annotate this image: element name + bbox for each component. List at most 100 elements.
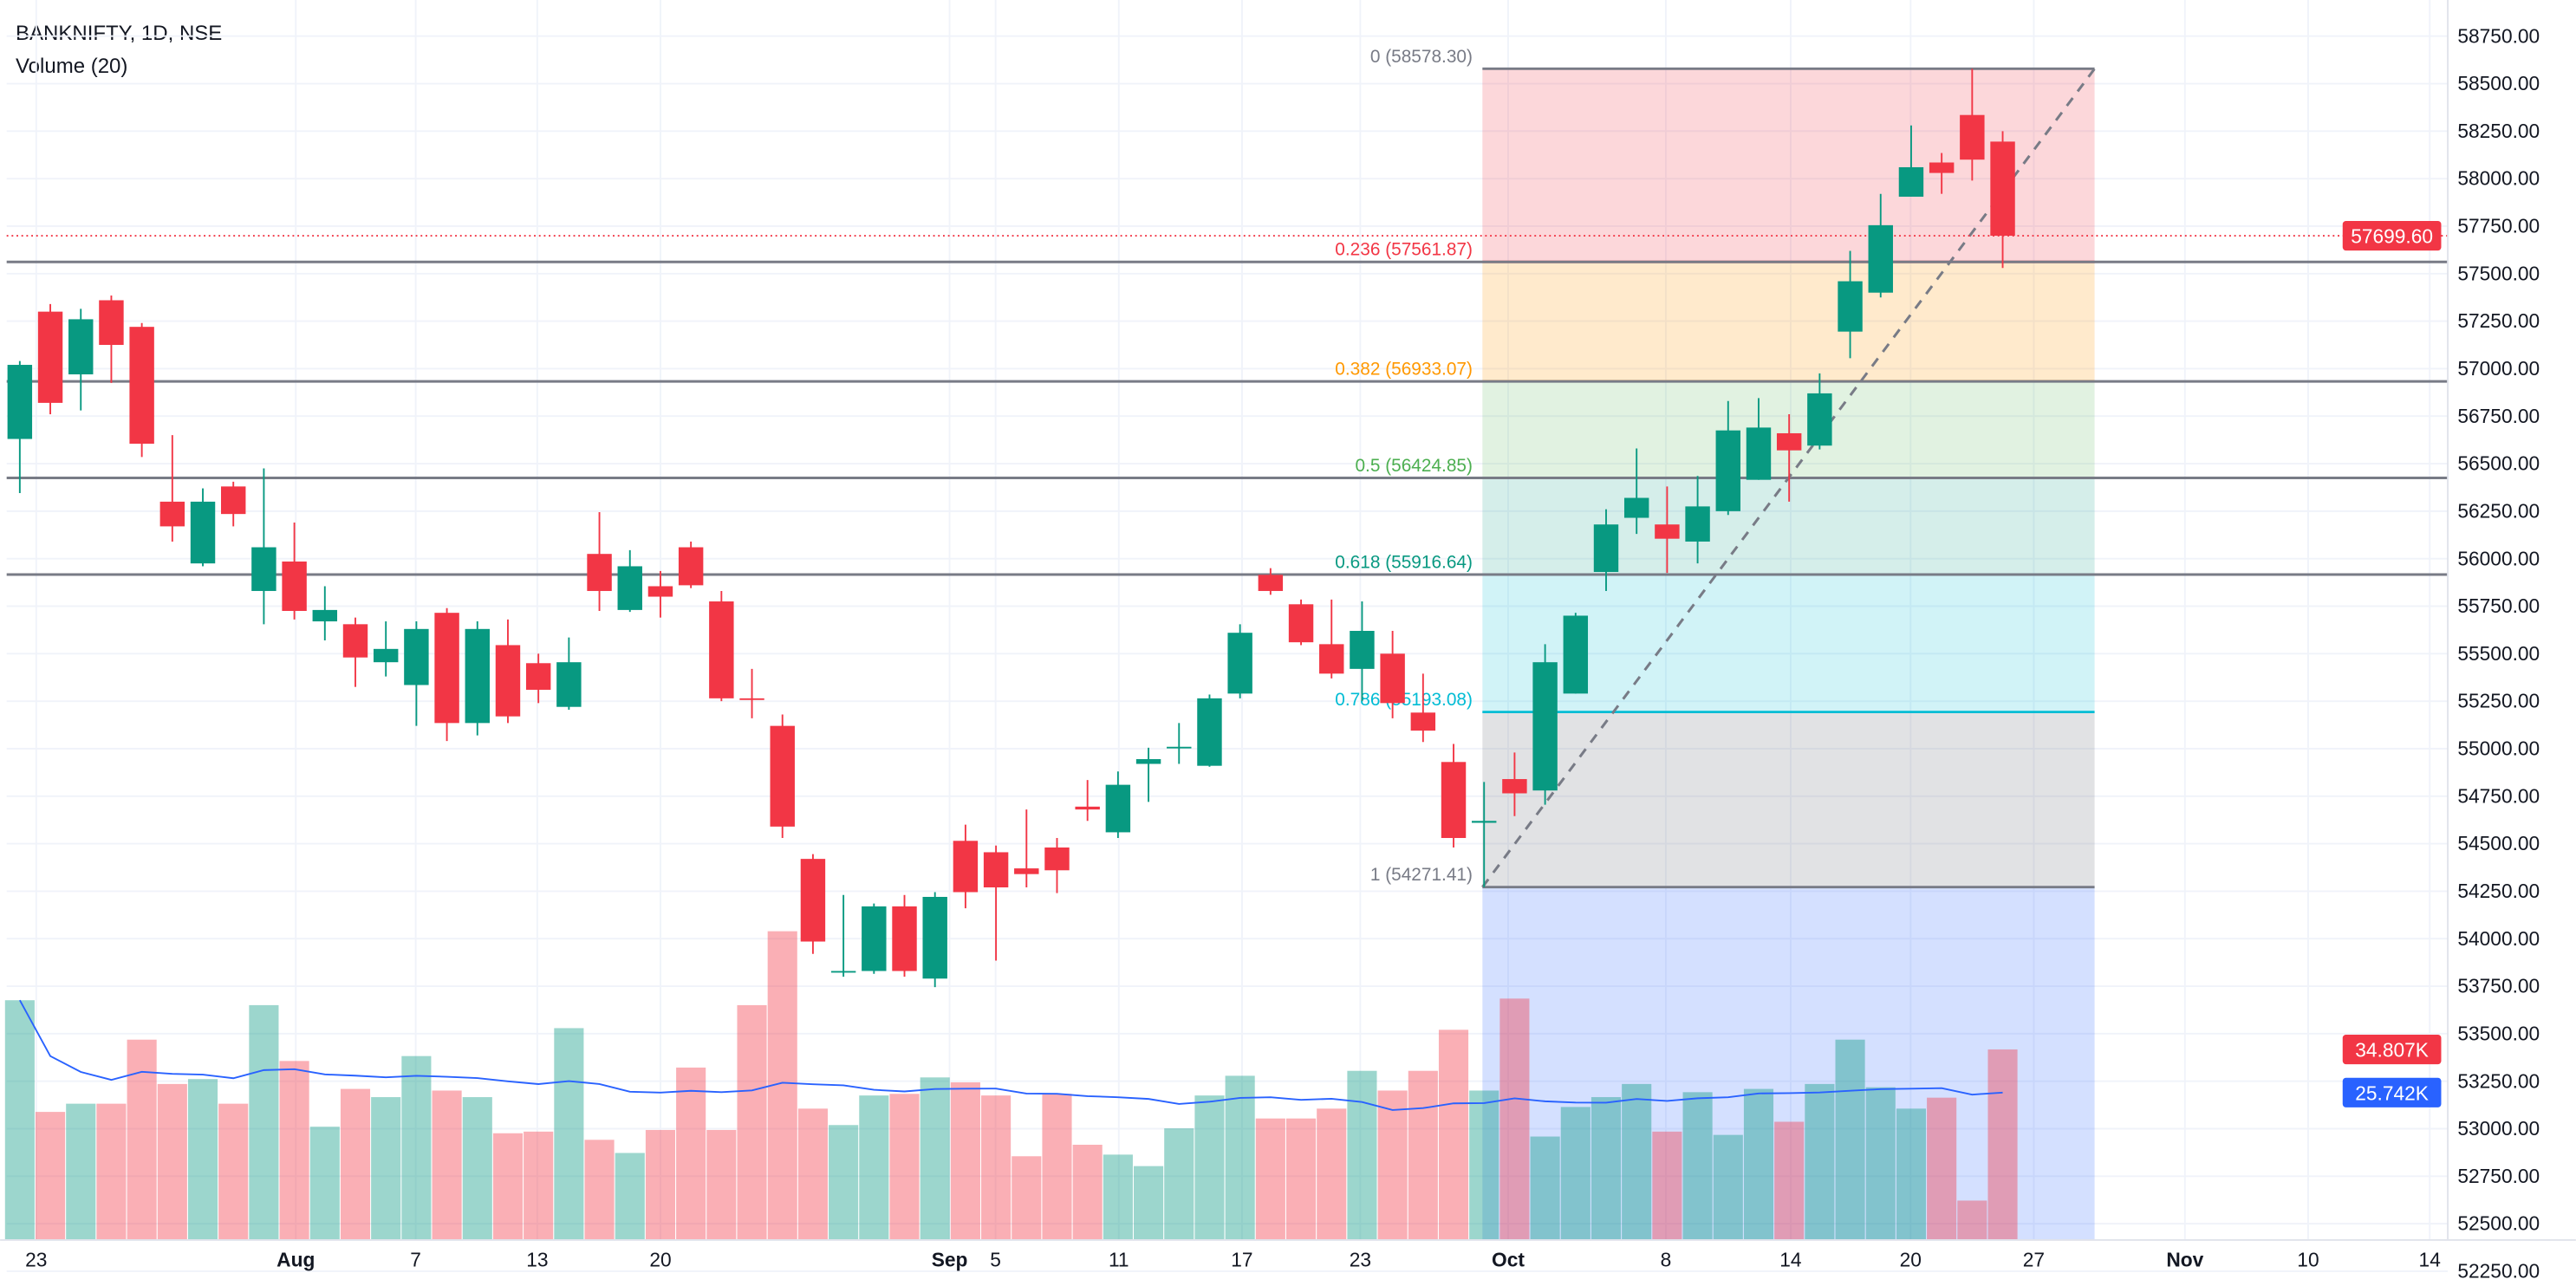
candle-up: [1715, 430, 1740, 511]
candle-up: [465, 628, 490, 724]
candle-down: [1655, 524, 1680, 539]
volume-bar: [1530, 1136, 1560, 1240]
time-tick-label: 5: [990, 1248, 1001, 1270]
time-tick-label: 11: [1109, 1248, 1129, 1270]
time-tick-label: 23: [25, 1248, 47, 1270]
time-axis: 23 Aug 7 13 20 Sep 5 11 17 23 Oct 8 14 20 27 Nov 10 14: [0, 1238, 2576, 1270]
candle-up: [1807, 393, 1832, 446]
volume-bar: [309, 1127, 340, 1240]
volume-bar: [950, 1081, 980, 1240]
candle-up: [190, 501, 216, 564]
volume-bar: [584, 1140, 615, 1240]
volume-bar: [1560, 1107, 1590, 1240]
candle-up: [404, 628, 429, 685]
candle-down: [1776, 432, 1802, 451]
volume-bar: [829, 1125, 859, 1240]
price-badges: 57699.60 34.807K 25.742K: [2342, 220, 2442, 1107]
volume-bar: [676, 1067, 706, 1240]
time-tick-label: 14: [2419, 1248, 2441, 1270]
candle-up: [1350, 631, 1375, 669]
time-tick-label: 10: [2297, 1248, 2319, 1270]
candle-up: [862, 906, 887, 971]
volume-bar: [1103, 1154, 1133, 1240]
volume-bar: [797, 1108, 828, 1240]
time-tick-label: Aug: [276, 1248, 315, 1270]
volume-bar: [279, 1061, 309, 1240]
volume-bar: [157, 1083, 187, 1240]
time-tick-label: 27: [2023, 1248, 2045, 1270]
price-tick-label: 52500.00: [2457, 1212, 2540, 1235]
volume-bar: [1012, 1156, 1042, 1240]
candle-down: [1014, 868, 1039, 874]
price-tick-label: 58500.00: [2457, 72, 2540, 94]
time-tick-label: Oct: [1492, 1248, 1525, 1270]
volume-bar: [1285, 1118, 1317, 1240]
volume-bar: [1865, 1087, 1896, 1240]
volume-bar: [1194, 1095, 1225, 1240]
volume-bar: [1652, 1131, 1682, 1240]
volume-bar: [1805, 1083, 1835, 1240]
price-tick-label: 53000.00: [2457, 1117, 2540, 1140]
candle-up: [1105, 784, 1131, 833]
last-volume-label-bg: [2342, 1034, 2442, 1065]
volume-bar: [1164, 1128, 1194, 1240]
volume-bar: [615, 1153, 645, 1240]
chart-legend: BANKNIFTY, 1D, NSE Volume (20): [16, 17, 222, 83]
fib-level-label-0.618: 0.618 (55916.64): [1335, 552, 1473, 572]
fib-level-label-0.5: 0.5 (56424.85): [1355, 456, 1473, 476]
volume-bar: [1713, 1134, 1743, 1240]
price-tick-label: 55250.00: [2457, 690, 2540, 712]
candle-down: [282, 561, 307, 611]
candle-up: [1685, 506, 1710, 542]
candle-up: [7, 365, 33, 439]
candle-down: [129, 327, 154, 445]
time-tick-label: Nov: [2166, 1248, 2203, 1270]
price-tick-label: 53500.00: [2457, 1022, 2540, 1044]
candle-up: [373, 648, 399, 663]
candle-up: [1532, 662, 1558, 791]
volume-ma: [19, 999, 2003, 1111]
candle-down: [1929, 162, 1955, 173]
fib-zone-0.786: [1482, 711, 2095, 887]
volume-bar: [1408, 1070, 1438, 1240]
candle-down: [892, 906, 917, 971]
volume-bar: [1927, 1097, 1957, 1240]
volume-bar: [249, 1004, 279, 1240]
symbol-title[interactable]: BANKNIFTY, 1D, NSE: [16, 22, 223, 45]
time-tick-label: Sep: [932, 1248, 968, 1270]
candle-down: [1044, 847, 1070, 871]
volume-bar: [127, 1039, 157, 1240]
time-tick-label: 13: [526, 1248, 548, 1270]
candle-down: [1075, 806, 1100, 810]
candle-down: [434, 613, 459, 724]
candle-down: [709, 601, 734, 698]
candle-down: [99, 300, 124, 346]
volume-bar: [96, 1103, 127, 1240]
candle-down: [37, 311, 63, 403]
price-tick-label: 54500.00: [2457, 832, 2540, 854]
volume-bar: [1042, 1094, 1072, 1240]
price-tick-label: 56250.00: [2457, 499, 2540, 522]
time-tick-label: 7: [410, 1248, 421, 1270]
candle-up: [1472, 821, 1497, 823]
price-tick-label: 58250.00: [2457, 120, 2540, 142]
price-tick-label: 58000.00: [2457, 167, 2540, 190]
candle-up: [556, 662, 582, 707]
volume-bars: [4, 931, 2018, 1240]
volume-bar: [1987, 1049, 2018, 1240]
price-tick-label: 58750.00: [2457, 24, 2540, 47]
price-tick-label: 56500.00: [2457, 452, 2540, 475]
candle-up: [312, 609, 338, 622]
candle-down: [647, 586, 673, 597]
volume-bar: [1743, 1088, 1774, 1240]
volume-bar: [1774, 1121, 1805, 1240]
candle-up: [830, 971, 856, 973]
candles: [6, 68, 2449, 988]
candle-up: [1135, 759, 1161, 764]
volume-bar: [1347, 1070, 1377, 1240]
price-tick-label: 56000.00: [2457, 547, 2540, 569]
candle-down: [159, 501, 185, 527]
volume-bar: [1590, 1097, 1622, 1240]
volume-indicator-title[interactable]: Volume (20): [16, 55, 128, 78]
